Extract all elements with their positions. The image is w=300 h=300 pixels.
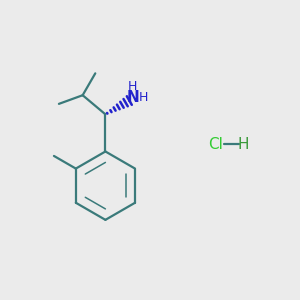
Text: H: H — [139, 92, 148, 104]
Text: H: H — [128, 80, 137, 93]
Text: N: N — [126, 91, 139, 106]
Text: Cl: Cl — [208, 136, 223, 152]
Text: H: H — [238, 136, 249, 152]
